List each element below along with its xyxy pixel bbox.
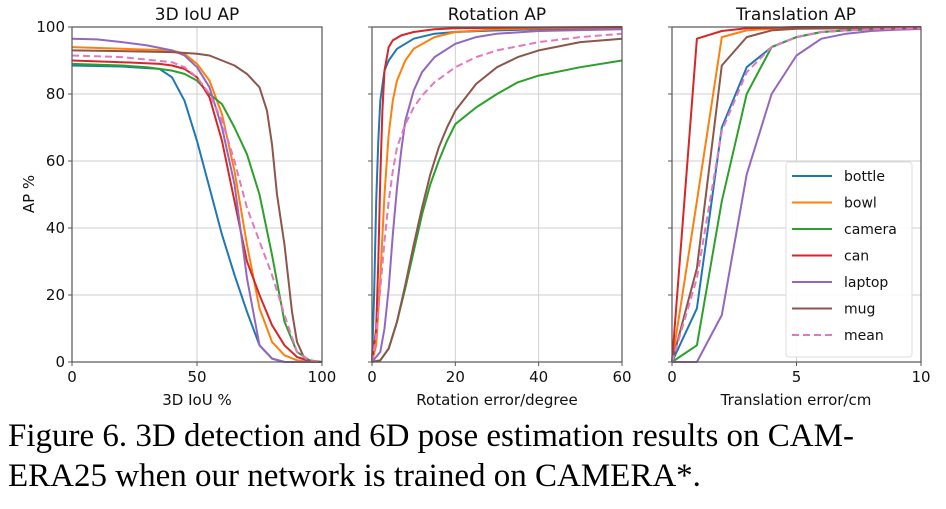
grid — [371, 26, 623, 363]
x-tick-label: 20 — [446, 368, 465, 386]
figure: 3D IoU AP 3D IoU % AP % 0 50 1000204060801… — [20, 5, 931, 409]
legend-label: bowl — [844, 196, 877, 212]
series-line-laptop — [672, 28, 922, 363]
plot-frame — [371, 26, 623, 363]
series-line-mean — [371, 32, 623, 363]
series-lines — [371, 26, 623, 363]
legend-item-bowl: bowl — [792, 196, 877, 212]
series-line-bottle — [371, 27, 623, 363]
chart-title: 3D IoU AP — [155, 5, 239, 25]
x-tick-label: 0 — [667, 368, 677, 386]
legend-label: laptop — [844, 275, 888, 291]
ticks: 0 50 100 0 20 40 60 80 100 — [36, 18, 336, 386]
x-tick-label: 10 — [911, 368, 930, 386]
y-tick-label: 60 — [46, 152, 65, 170]
series-line-mug — [371, 37, 623, 363]
ticks: 0 20 40 60 — [367, 26, 632, 386]
chart-title: Translation AP — [735, 5, 856, 25]
legend-label: mean — [844, 328, 884, 344]
panel-translation-ap: Translation AP Translation error/cm 0 5 10… — [667, 5, 930, 409]
x-axis-label: 3D IoU % — [162, 391, 231, 409]
series-line-bowl — [371, 26, 623, 363]
legend-label: can — [844, 249, 869, 265]
legend-item-laptop: laptop — [792, 275, 888, 291]
x-tick-label: 60 — [612, 368, 631, 386]
legend-label: camera — [844, 222, 897, 238]
series-line-mean — [671, 27, 922, 363]
legend-label: mug — [844, 302, 875, 318]
series-line-can — [71, 59, 323, 363]
series-line-can — [371, 26, 623, 363]
series-lines — [71, 37, 323, 363]
caption-line-2: ERA25 when our network is trained on CAM… — [8, 458, 701, 494]
x-tick-label: 100 — [308, 368, 337, 386]
chart-title: Rotation AP — [448, 5, 546, 25]
series-line-mug — [671, 26, 922, 363]
y-tick-label: 0 — [55, 353, 65, 371]
x-axis-label: Rotation error/degree — [416, 391, 577, 409]
panel-rotation-ap: Rotation AP Rotation error/degree 0 20 40 6… — [367, 5, 631, 409]
legend-item-mean: mean — [792, 328, 884, 344]
x-tick-label: 0 — [367, 368, 377, 386]
series-line-camera — [71, 62, 323, 363]
y-axis-label: AP % — [20, 175, 38, 213]
y-tick-label: 100 — [36, 18, 65, 36]
legend-label: bottle — [844, 169, 885, 185]
x-tick-label: 40 — [529, 368, 548, 386]
figure-caption: Figure 6. 3D detection and 6D pose estim… — [8, 416, 938, 496]
ticks: 0 5 10 — [667, 26, 931, 386]
panel-3d-iou-ap: 3D IoU AP 3D IoU % AP % 0 50 100 0 20 40 60 80 1… — [20, 5, 336, 409]
x-tick-label: 5 — [792, 368, 802, 386]
y-tick-label: 20 — [46, 286, 65, 304]
series-line-laptop — [371, 28, 623, 363]
legend-item-camera: camera — [792, 222, 897, 238]
series-line-mug — [71, 49, 322, 363]
series-line-mean — [71, 54, 323, 363]
x-tick-label: 50 — [187, 368, 206, 386]
caption-line-1: Figure 6. 3D detection and 6D pose estim… — [8, 418, 854, 454]
legend-item-mug: mug — [792, 302, 875, 318]
y-tick-label: 40 — [46, 219, 65, 237]
y-tick-label: 80 — [46, 85, 65, 103]
x-tick-label: 0 — [67, 368, 77, 386]
legend: bottle bowl camera can laptop mug mean — [785, 161, 913, 358]
x-axis-label: Translation error/cm — [720, 391, 872, 409]
legend-item-bottle: bottle — [792, 169, 885, 185]
legend-item-can: can — [792, 249, 869, 265]
